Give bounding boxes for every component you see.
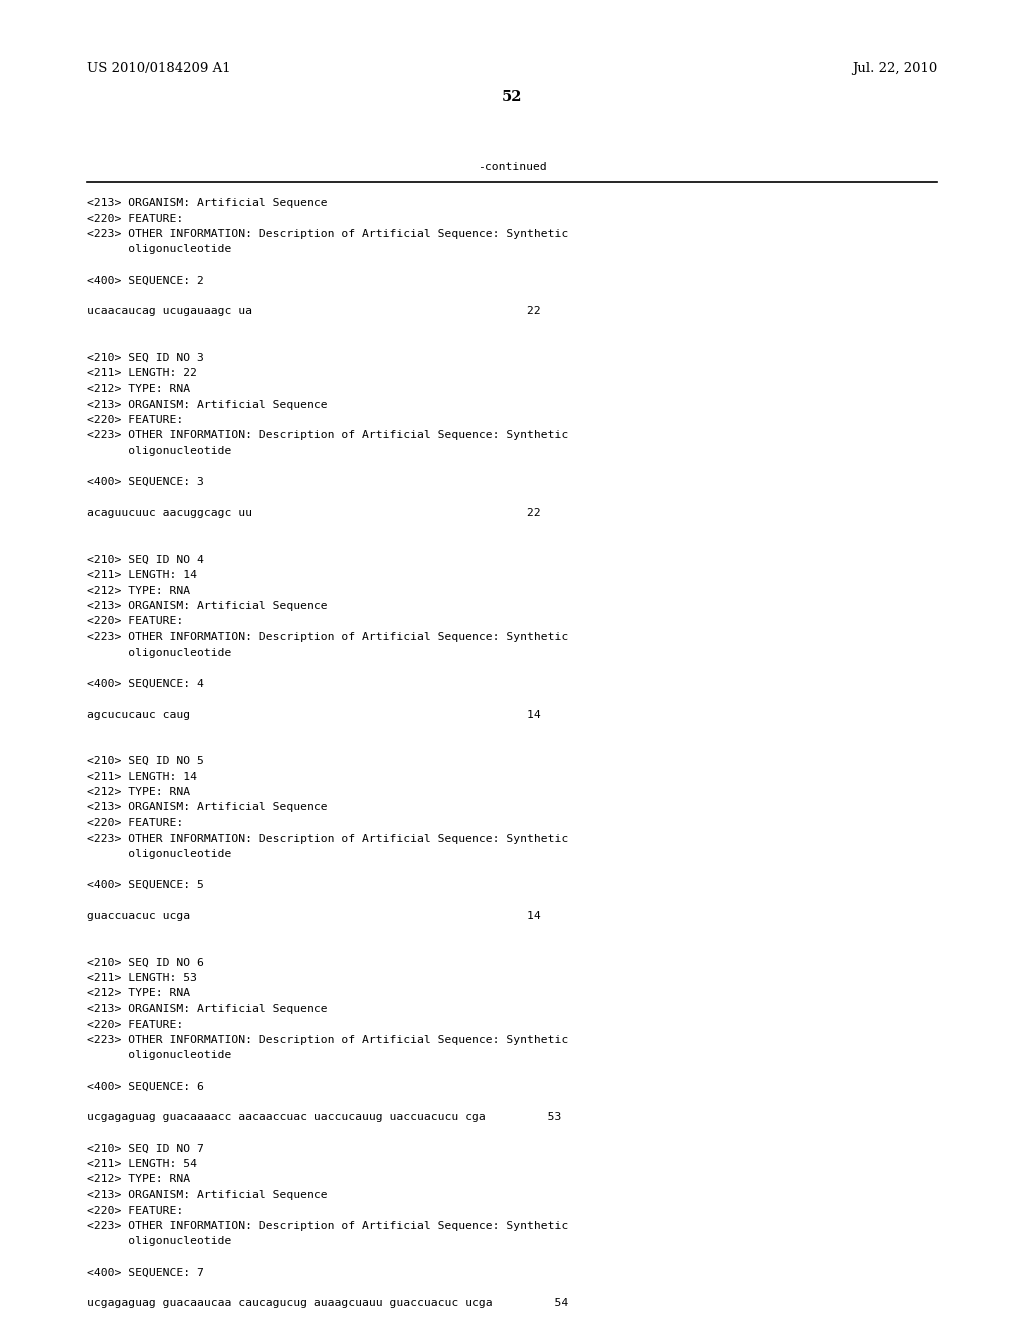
Text: oligonucleotide: oligonucleotide: [87, 446, 231, 455]
Text: <213> ORGANISM: Artificial Sequence: <213> ORGANISM: Artificial Sequence: [87, 198, 328, 209]
Text: <400> SEQUENCE: 3: <400> SEQUENCE: 3: [87, 477, 204, 487]
Text: <213> ORGANISM: Artificial Sequence: <213> ORGANISM: Artificial Sequence: [87, 601, 328, 611]
Text: 52: 52: [502, 90, 522, 104]
Text: <212> TYPE: RNA: <212> TYPE: RNA: [87, 384, 190, 393]
Text: <211> LENGTH: 53: <211> LENGTH: 53: [87, 973, 197, 983]
Text: <220> FEATURE:: <220> FEATURE:: [87, 818, 183, 828]
Text: oligonucleotide: oligonucleotide: [87, 648, 231, 657]
Text: <220> FEATURE:: <220> FEATURE:: [87, 1205, 183, 1216]
Text: oligonucleotide: oligonucleotide: [87, 244, 231, 255]
Text: <220> FEATURE:: <220> FEATURE:: [87, 414, 183, 425]
Text: oligonucleotide: oligonucleotide: [87, 1237, 231, 1246]
Text: <211> LENGTH: 54: <211> LENGTH: 54: [87, 1159, 197, 1170]
Text: <400> SEQUENCE: 7: <400> SEQUENCE: 7: [87, 1267, 204, 1278]
Text: <213> ORGANISM: Artificial Sequence: <213> ORGANISM: Artificial Sequence: [87, 803, 328, 813]
Text: <210> SEQ ID NO 7: <210> SEQ ID NO 7: [87, 1143, 204, 1154]
Text: <212> TYPE: RNA: <212> TYPE: RNA: [87, 1175, 190, 1184]
Text: <213> ORGANISM: Artificial Sequence: <213> ORGANISM: Artificial Sequence: [87, 400, 328, 409]
Text: <220> FEATURE:: <220> FEATURE:: [87, 616, 183, 627]
Text: agcucucauc caug                                                 14: agcucucauc caug 14: [87, 710, 541, 719]
Text: ucgagaguag guacaaucaa caucagucug auaagcuauu guaccuacuc ucga         54: ucgagaguag guacaaucaa caucagucug auaagcu…: [87, 1299, 568, 1308]
Text: ucaacaucag ucugauaagc ua                                        22: ucaacaucag ucugauaagc ua 22: [87, 306, 541, 317]
Text: <400> SEQUENCE: 6: <400> SEQUENCE: 6: [87, 1081, 204, 1092]
Text: <210> SEQ ID NO 5: <210> SEQ ID NO 5: [87, 756, 204, 766]
Text: <211> LENGTH: 14: <211> LENGTH: 14: [87, 570, 197, 579]
Text: <220> FEATURE:: <220> FEATURE:: [87, 214, 183, 223]
Text: <213> ORGANISM: Artificial Sequence: <213> ORGANISM: Artificial Sequence: [87, 1191, 328, 1200]
Text: <212> TYPE: RNA: <212> TYPE: RNA: [87, 989, 190, 998]
Text: <220> FEATURE:: <220> FEATURE:: [87, 1019, 183, 1030]
Text: <223> OTHER INFORMATION: Description of Artificial Sequence: Synthetic: <223> OTHER INFORMATION: Description of …: [87, 833, 568, 843]
Text: guaccuacuc ucga                                                 14: guaccuacuc ucga 14: [87, 911, 541, 921]
Text: <400> SEQUENCE: 2: <400> SEQUENCE: 2: [87, 276, 204, 285]
Text: oligonucleotide: oligonucleotide: [87, 1051, 231, 1060]
Text: <223> OTHER INFORMATION: Description of Artificial Sequence: Synthetic: <223> OTHER INFORMATION: Description of …: [87, 430, 568, 441]
Text: <223> OTHER INFORMATION: Description of Artificial Sequence: Synthetic: <223> OTHER INFORMATION: Description of …: [87, 1035, 568, 1045]
Text: <211> LENGTH: 14: <211> LENGTH: 14: [87, 771, 197, 781]
Text: <210> SEQ ID NO 6: <210> SEQ ID NO 6: [87, 957, 204, 968]
Text: acaguucuuc aacuggcagc uu                                        22: acaguucuuc aacuggcagc uu 22: [87, 508, 541, 517]
Text: <223> OTHER INFORMATION: Description of Artificial Sequence: Synthetic: <223> OTHER INFORMATION: Description of …: [87, 228, 568, 239]
Text: <212> TYPE: RNA: <212> TYPE: RNA: [87, 586, 190, 595]
Text: ucgagaguag guacaaaacc aacaaccuac uaccucauug uaccuacucu cga         53: ucgagaguag guacaaaacc aacaaccuac uaccuca…: [87, 1113, 561, 1122]
Text: <400> SEQUENCE: 4: <400> SEQUENCE: 4: [87, 678, 204, 689]
Text: -continued: -continued: [477, 162, 547, 172]
Text: <210> SEQ ID NO 4: <210> SEQ ID NO 4: [87, 554, 204, 565]
Text: US 2010/0184209 A1: US 2010/0184209 A1: [87, 62, 230, 75]
Text: <223> OTHER INFORMATION: Description of Artificial Sequence: Synthetic: <223> OTHER INFORMATION: Description of …: [87, 632, 568, 642]
Text: <210> SEQ ID NO 3: <210> SEQ ID NO 3: [87, 352, 204, 363]
Text: Jul. 22, 2010: Jul. 22, 2010: [852, 62, 937, 75]
Text: <211> LENGTH: 22: <211> LENGTH: 22: [87, 368, 197, 379]
Text: <223> OTHER INFORMATION: Description of Artificial Sequence: Synthetic: <223> OTHER INFORMATION: Description of …: [87, 1221, 568, 1232]
Text: <212> TYPE: RNA: <212> TYPE: RNA: [87, 787, 190, 797]
Text: oligonucleotide: oligonucleotide: [87, 849, 231, 859]
Text: <400> SEQUENCE: 5: <400> SEQUENCE: 5: [87, 880, 204, 890]
Text: <213> ORGANISM: Artificial Sequence: <213> ORGANISM: Artificial Sequence: [87, 1005, 328, 1014]
